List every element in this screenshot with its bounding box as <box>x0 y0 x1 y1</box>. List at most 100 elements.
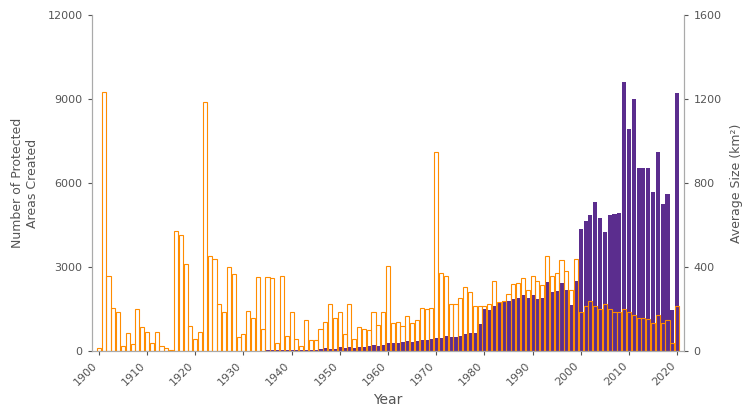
Bar <box>584 306 587 351</box>
Bar <box>314 340 317 351</box>
Bar <box>550 293 554 351</box>
Bar <box>381 345 385 351</box>
Bar <box>463 287 467 351</box>
Bar <box>323 322 327 351</box>
Bar <box>425 309 428 351</box>
Bar <box>507 301 510 351</box>
Bar <box>391 343 395 351</box>
Bar <box>593 306 597 351</box>
Bar <box>285 336 289 351</box>
Bar <box>598 218 602 351</box>
Bar <box>280 275 284 351</box>
Bar <box>207 256 212 351</box>
Bar <box>608 215 611 351</box>
Y-axis label: Number of Protected
Areas Created: Number of Protected Areas Created <box>11 118 39 248</box>
Bar <box>415 341 419 351</box>
Bar <box>179 235 182 351</box>
Bar <box>574 259 578 351</box>
Bar <box>366 346 371 351</box>
Bar <box>237 337 241 351</box>
Bar <box>612 214 617 351</box>
Bar <box>545 256 549 351</box>
Bar <box>444 275 448 351</box>
Bar <box>386 343 390 351</box>
Bar <box>213 259 216 351</box>
Bar <box>386 266 390 351</box>
Bar <box>106 275 111 351</box>
Bar <box>342 348 347 351</box>
Bar <box>396 343 400 351</box>
Bar <box>656 152 660 351</box>
Bar <box>241 334 246 351</box>
Bar <box>247 311 250 351</box>
Bar <box>261 329 265 351</box>
Bar <box>294 350 299 351</box>
Bar <box>492 306 496 351</box>
Bar <box>338 312 342 351</box>
Bar <box>458 336 462 351</box>
Bar <box>642 168 645 351</box>
Bar <box>323 348 327 351</box>
Bar <box>290 312 293 351</box>
Bar <box>666 194 670 351</box>
Bar <box>314 350 317 351</box>
Bar <box>348 347 351 351</box>
Bar <box>501 301 506 351</box>
Bar <box>511 284 515 351</box>
Bar <box>439 338 443 351</box>
Bar <box>318 329 323 351</box>
Bar <box>540 285 544 351</box>
Bar <box>130 344 135 351</box>
Bar <box>126 333 130 351</box>
Bar <box>463 334 467 351</box>
Bar <box>97 349 101 351</box>
Bar <box>256 277 260 351</box>
Bar <box>309 340 313 351</box>
Bar <box>328 303 333 351</box>
Bar <box>400 342 404 351</box>
Bar <box>217 303 222 351</box>
Bar <box>265 277 270 351</box>
Bar <box>588 301 593 351</box>
Bar <box>584 221 587 351</box>
Bar <box>328 349 333 351</box>
Bar <box>670 310 674 351</box>
Bar <box>501 301 506 351</box>
Bar <box>231 274 236 351</box>
Bar <box>145 331 149 351</box>
Bar <box>348 303 351 351</box>
Bar <box>559 260 563 351</box>
Bar <box>183 265 188 351</box>
Bar <box>193 339 198 351</box>
Bar <box>636 168 641 351</box>
Bar <box>410 342 414 351</box>
Bar <box>405 341 409 351</box>
Y-axis label: Average Size (km²): Average Size (km²) <box>730 123 743 243</box>
Bar <box>642 318 645 351</box>
Bar <box>415 321 419 351</box>
Bar <box>535 299 539 351</box>
Bar <box>612 312 617 351</box>
Bar <box>675 93 679 351</box>
Bar <box>135 309 139 351</box>
Bar <box>574 281 578 351</box>
Bar <box>410 323 414 351</box>
Bar <box>458 298 462 351</box>
Bar <box>531 295 535 351</box>
Bar <box>473 334 477 351</box>
Bar <box>521 295 525 351</box>
Bar <box>362 347 366 351</box>
Bar <box>656 315 660 351</box>
Bar <box>294 339 299 351</box>
Bar <box>391 323 395 351</box>
Bar <box>477 324 482 351</box>
Bar <box>675 306 679 351</box>
Bar <box>318 349 323 351</box>
Bar <box>487 310 492 351</box>
Bar <box>227 267 231 351</box>
Bar <box>376 346 381 351</box>
Bar <box>121 346 125 351</box>
Bar <box>511 299 515 351</box>
Bar <box>420 308 424 351</box>
Bar <box>666 321 670 351</box>
